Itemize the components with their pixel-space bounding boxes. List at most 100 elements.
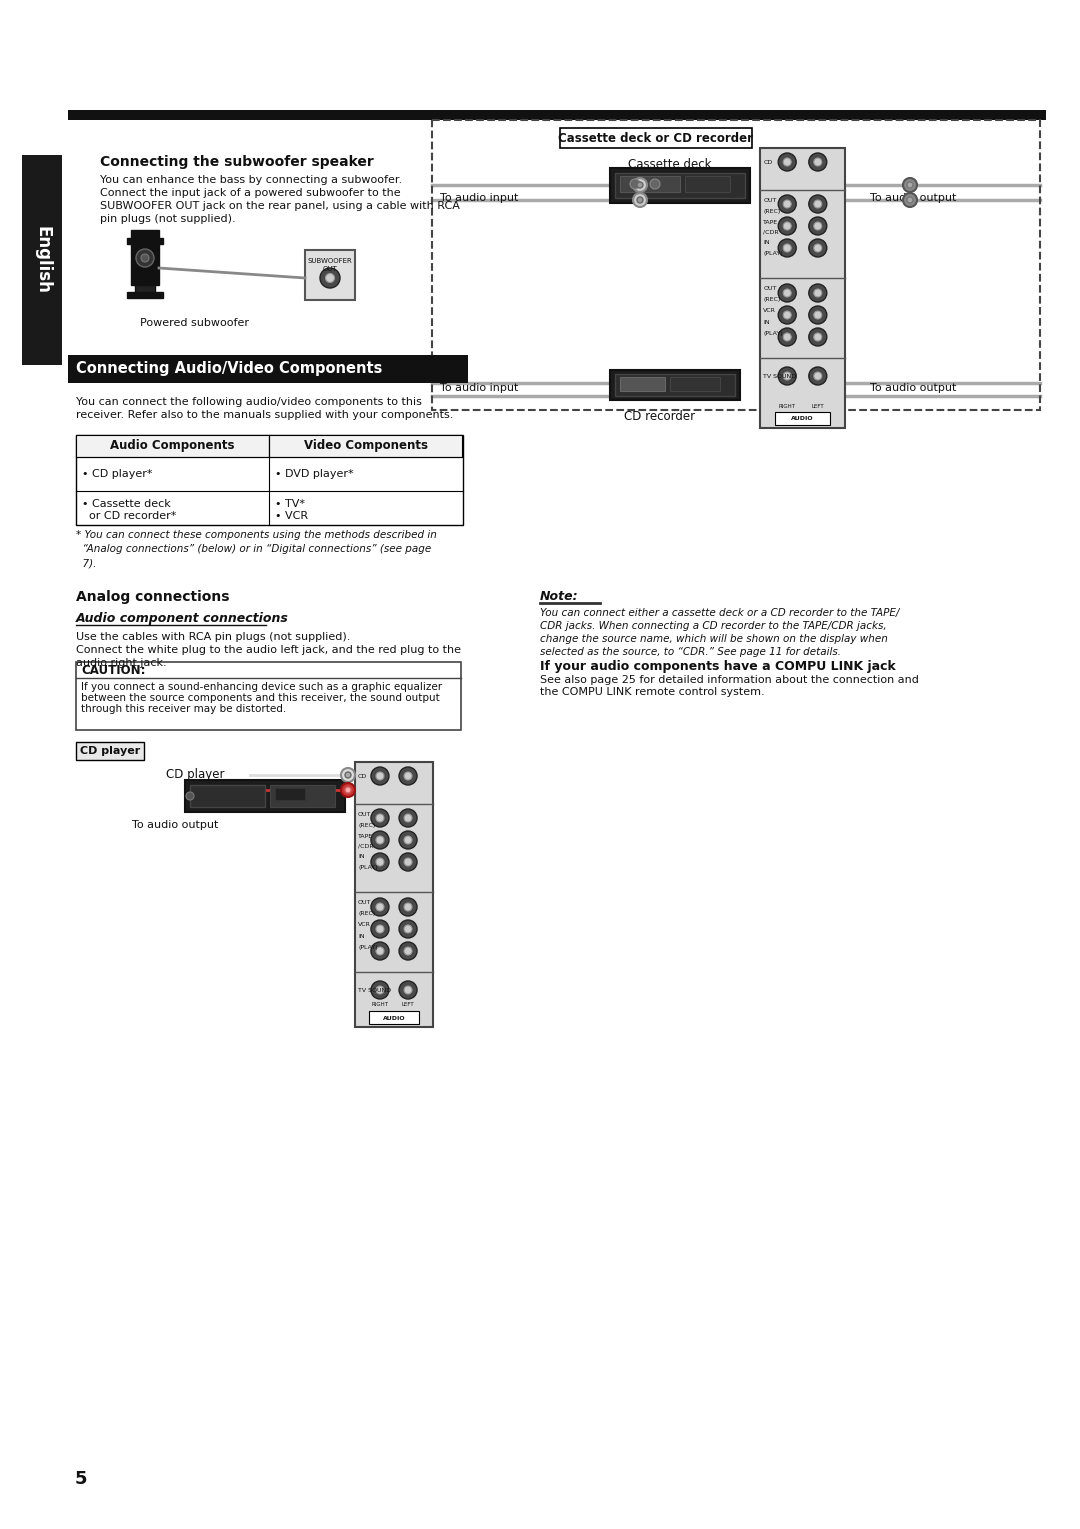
- Text: • Cassette deck: • Cassette deck: [82, 498, 171, 509]
- Bar: [615, 173, 745, 197]
- Text: Analog connections: Analog connections: [76, 590, 229, 604]
- Circle shape: [376, 836, 384, 844]
- Text: RIGHT: RIGHT: [779, 404, 796, 408]
- Text: VCR: VCR: [764, 309, 777, 313]
- Circle shape: [809, 239, 827, 257]
- Circle shape: [370, 920, 389, 937]
- Circle shape: [404, 986, 413, 994]
- Text: (PLAY): (PLAY): [359, 864, 378, 870]
- Circle shape: [376, 772, 384, 780]
- Circle shape: [814, 245, 822, 252]
- Text: CD: CD: [359, 774, 367, 778]
- Circle shape: [399, 830, 417, 849]
- Text: OUT: OUT: [359, 812, 372, 816]
- Circle shape: [141, 254, 149, 261]
- Circle shape: [783, 222, 792, 229]
- Circle shape: [399, 942, 417, 960]
- Bar: [76, 662, 461, 729]
- Text: To audio output: To audio output: [870, 382, 957, 393]
- Text: CD player: CD player: [165, 768, 225, 781]
- Circle shape: [404, 904, 413, 911]
- Circle shape: [903, 177, 917, 193]
- Circle shape: [399, 982, 417, 998]
- Bar: [270, 784, 335, 807]
- Bar: [68, 110, 1047, 119]
- Text: /CDR: /CDR: [764, 229, 779, 234]
- Circle shape: [404, 813, 413, 823]
- Circle shape: [783, 333, 792, 341]
- Text: • DVD player*: • DVD player*: [275, 469, 353, 479]
- Circle shape: [907, 197, 913, 203]
- Bar: [610, 370, 740, 401]
- Text: If your audio components have a COMPU LINK jack: If your audio components have a COMPU LI…: [540, 661, 895, 673]
- Circle shape: [320, 268, 340, 287]
- Text: • TV*: • TV*: [275, 498, 305, 509]
- Text: To audio output: To audio output: [132, 820, 218, 830]
- Circle shape: [370, 809, 389, 827]
- Circle shape: [779, 306, 796, 324]
- Bar: [561, 128, 752, 148]
- Circle shape: [783, 310, 792, 320]
- Circle shape: [809, 329, 827, 346]
- Circle shape: [637, 182, 643, 188]
- Bar: [22, 154, 62, 365]
- Circle shape: [376, 946, 384, 956]
- Circle shape: [376, 925, 384, 933]
- Bar: [305, 251, 355, 300]
- Circle shape: [814, 372, 822, 381]
- Circle shape: [404, 925, 413, 933]
- Text: Use the cables with RCA pin plugs (not supplied).: Use the cables with RCA pin plugs (not s…: [76, 631, 350, 642]
- Text: Connect the white plug to the audio left jack, and the red plug to the: Connect the white plug to the audio left…: [76, 645, 461, 654]
- Text: CD player: CD player: [80, 746, 140, 755]
- Circle shape: [399, 853, 417, 872]
- Text: Connecting the subwoofer speaker: Connecting the subwoofer speaker: [100, 154, 374, 170]
- Circle shape: [399, 898, 417, 916]
- Text: • VCR: • VCR: [275, 511, 308, 521]
- Circle shape: [370, 982, 389, 998]
- Bar: [670, 378, 720, 391]
- Text: (REC): (REC): [359, 823, 376, 827]
- Text: TV SOUND: TV SOUND: [764, 373, 797, 379]
- Circle shape: [370, 830, 389, 849]
- Text: LEFT: LEFT: [402, 1003, 415, 1008]
- Text: Note:: Note:: [540, 590, 579, 602]
- Bar: [685, 176, 730, 193]
- Text: VCR: VCR: [359, 922, 372, 928]
- Text: AUDIO: AUDIO: [382, 1015, 405, 1020]
- Circle shape: [376, 813, 384, 823]
- Bar: [610, 168, 750, 203]
- Circle shape: [814, 157, 822, 167]
- Circle shape: [814, 222, 822, 229]
- Text: SUBWOOFER OUT jack on the rear panel, using a cable with RCA: SUBWOOFER OUT jack on the rear panel, us…: [100, 200, 460, 211]
- Circle shape: [370, 853, 389, 872]
- Circle shape: [136, 249, 154, 268]
- Text: CAUTION:: CAUTION:: [81, 664, 146, 676]
- Circle shape: [814, 200, 822, 208]
- Circle shape: [341, 768, 355, 781]
- Circle shape: [779, 239, 796, 257]
- Text: If you connect a sound-enhancing device such as a graphic equalizer: If you connect a sound-enhancing device …: [81, 682, 442, 693]
- Circle shape: [370, 898, 389, 916]
- Circle shape: [783, 200, 792, 208]
- Bar: [185, 780, 345, 812]
- Bar: [135, 284, 156, 294]
- Text: RIGHT: RIGHT: [372, 1003, 389, 1008]
- Circle shape: [370, 942, 389, 960]
- Bar: [76, 742, 144, 760]
- Text: English: English: [33, 226, 51, 294]
- Text: OUT: OUT: [764, 197, 777, 202]
- Text: TAPE: TAPE: [359, 833, 374, 838]
- Text: Audio Components: Audio Components: [110, 439, 234, 453]
- Bar: [620, 378, 665, 391]
- Circle shape: [779, 217, 796, 235]
- Circle shape: [404, 772, 413, 780]
- Circle shape: [376, 904, 384, 911]
- Text: (REC): (REC): [764, 208, 781, 214]
- Circle shape: [404, 858, 413, 865]
- Text: OUT: OUT: [764, 286, 777, 292]
- Circle shape: [630, 179, 640, 190]
- Circle shape: [779, 367, 796, 385]
- Circle shape: [809, 306, 827, 324]
- Text: You can connect either a cassette deck or a CD recorder to the TAPE/: You can connect either a cassette deck o…: [540, 609, 900, 618]
- Circle shape: [779, 329, 796, 346]
